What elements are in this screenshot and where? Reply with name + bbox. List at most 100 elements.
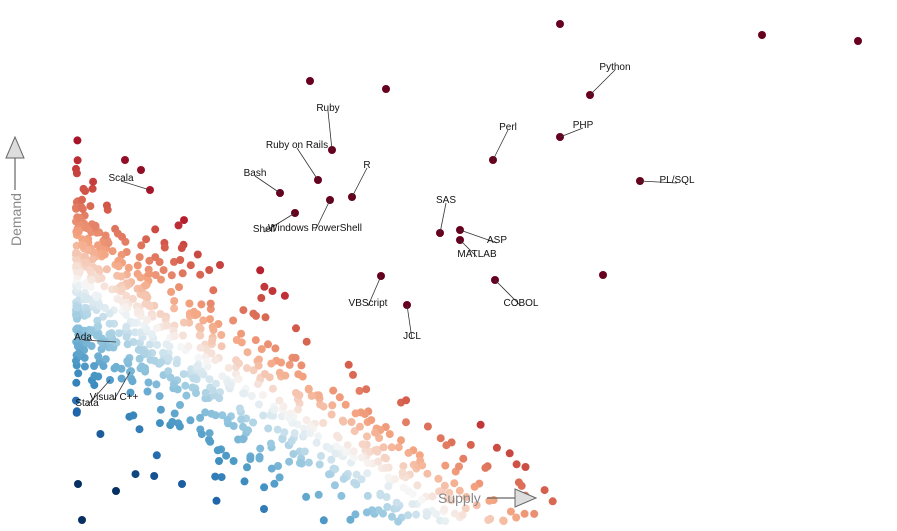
data-point <box>285 457 294 466</box>
data-point <box>363 458 372 467</box>
leader-line <box>459 229 498 244</box>
data-point <box>206 315 214 324</box>
data-point <box>121 303 130 312</box>
data-point <box>259 411 268 420</box>
data-point <box>758 31 766 39</box>
data-point <box>99 362 108 371</box>
data-point <box>304 385 313 394</box>
data-point <box>164 354 173 363</box>
data-point <box>177 244 186 252</box>
data-point <box>384 482 393 491</box>
data-point <box>134 345 143 354</box>
data-point <box>139 291 148 300</box>
data-point <box>186 416 195 425</box>
data-point <box>341 448 350 457</box>
data-point <box>224 363 233 372</box>
data-point <box>179 370 188 379</box>
data-point <box>404 448 413 457</box>
data-point <box>90 371 99 380</box>
data-point <box>155 419 164 428</box>
data-point <box>100 282 109 291</box>
data-point <box>170 409 179 418</box>
data-point <box>249 366 258 375</box>
data-point <box>74 330 83 339</box>
leader-line <box>296 147 319 181</box>
data-point <box>317 452 325 460</box>
data-point <box>319 516 328 525</box>
data-point <box>175 283 183 292</box>
data-point <box>129 318 138 327</box>
data-point <box>304 458 313 467</box>
data-point <box>319 402 328 411</box>
data-point <box>428 492 437 501</box>
data-point <box>436 434 445 443</box>
leader-line <box>82 339 117 343</box>
data-point <box>300 447 309 456</box>
data-point <box>174 221 183 230</box>
data-point <box>382 85 390 93</box>
data-point <box>215 394 224 403</box>
data-point <box>371 446 380 455</box>
data-point <box>237 415 246 424</box>
data-point <box>117 272 126 281</box>
data-point <box>167 271 176 280</box>
data-point <box>270 479 279 488</box>
data-point <box>112 362 121 371</box>
data-point <box>145 269 154 278</box>
data-point <box>520 509 529 518</box>
data-point <box>339 474 348 483</box>
point-labels-layer: Python PHP PL/SQL Perl Ruby Ruby on Rails R Sca… <box>74 62 695 409</box>
data-point <box>330 481 339 490</box>
data-point <box>344 360 353 369</box>
data-point <box>145 256 154 265</box>
data-point <box>217 331 226 339</box>
data-point <box>181 381 190 390</box>
leader-line <box>86 379 111 407</box>
data-point <box>302 416 311 425</box>
data-point <box>74 349 83 358</box>
data-point <box>222 451 231 460</box>
data-point <box>163 321 172 330</box>
data-point <box>399 462 408 471</box>
data-point <box>170 304 179 313</box>
data-point <box>223 416 232 424</box>
data-point <box>397 436 405 445</box>
data-point <box>329 386 338 395</box>
data-point <box>128 294 137 303</box>
data-point <box>190 307 198 316</box>
data-point <box>450 479 459 488</box>
data-point <box>196 343 205 352</box>
data-point <box>207 349 216 358</box>
data-point <box>90 248 99 257</box>
data-point <box>73 156 82 165</box>
data-point <box>234 375 243 383</box>
data-point <box>266 439 275 448</box>
data-point <box>170 257 178 266</box>
data-point <box>270 405 279 414</box>
data-point <box>343 441 352 450</box>
data-point <box>450 509 459 518</box>
data-point <box>101 231 110 240</box>
data-point <box>371 428 380 437</box>
data-point <box>351 510 360 519</box>
data-point <box>402 418 410 427</box>
point-label: COBOL <box>503 298 538 309</box>
data-point <box>151 253 160 262</box>
data-point <box>74 369 83 378</box>
data-point <box>327 455 336 464</box>
leader-line <box>492 129 509 161</box>
data-point <box>229 422 238 430</box>
data-point <box>307 422 316 431</box>
point-label: VBScript <box>349 298 388 309</box>
data-point <box>206 299 215 308</box>
data-point <box>292 324 300 333</box>
data-point <box>95 301 104 310</box>
data-point <box>391 475 399 483</box>
data-point <box>260 282 269 291</box>
data-point <box>413 481 422 490</box>
data-point <box>78 516 86 524</box>
data-point <box>114 256 123 265</box>
data-point <box>255 355 263 364</box>
data-point <box>80 362 89 371</box>
